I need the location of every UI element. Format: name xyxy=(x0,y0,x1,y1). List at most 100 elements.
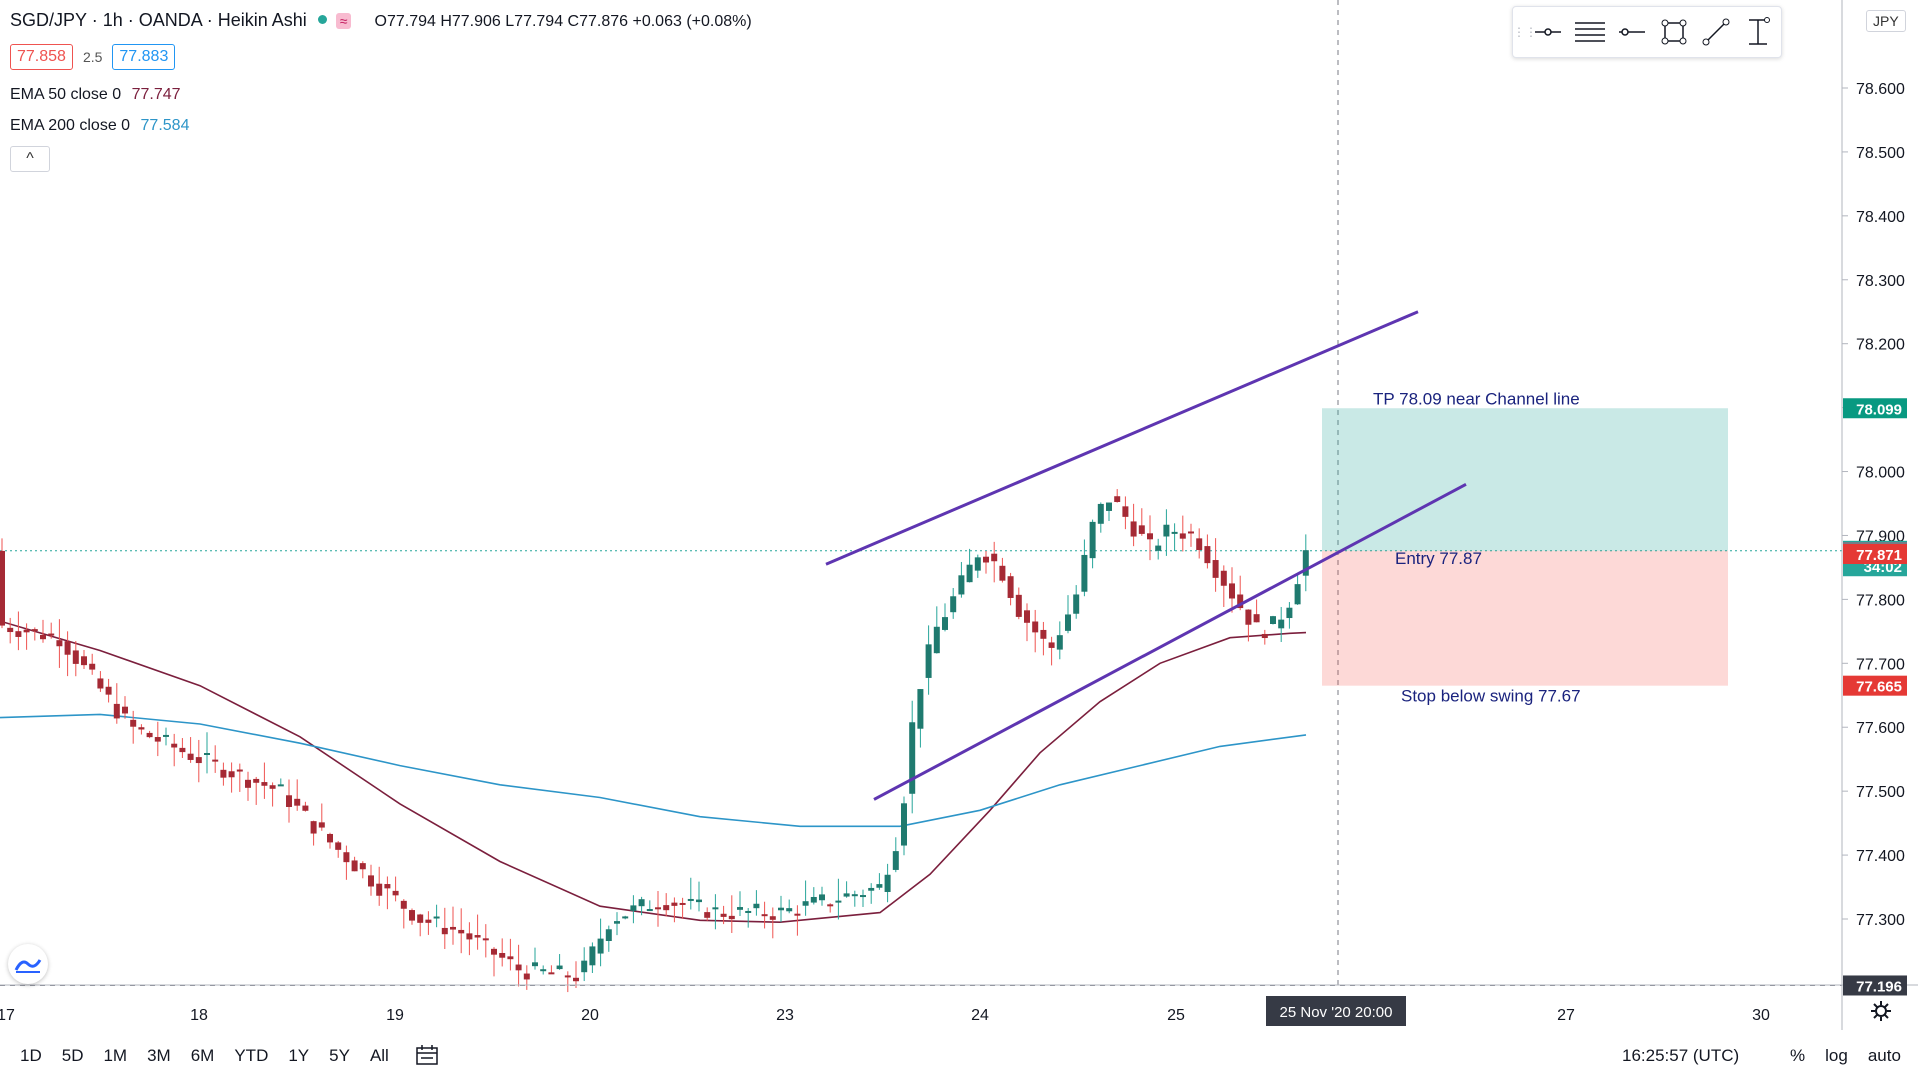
range-5y-button[interactable]: 5Y xyxy=(329,1046,350,1065)
horizontal-line-icon[interactable] xyxy=(1611,12,1653,52)
candle-body xyxy=(728,915,735,920)
candle-body xyxy=(253,778,260,783)
candle-body xyxy=(343,852,350,863)
parallel-channel-icon[interactable] xyxy=(1569,12,1611,52)
price-tag-background xyxy=(1843,975,1907,996)
candle-body xyxy=(950,596,957,613)
range-all-button[interactable]: All xyxy=(369,1046,389,1065)
candle-body xyxy=(778,907,784,911)
time-tick-label: 25 xyxy=(1167,1007,1185,1024)
candle-body xyxy=(474,935,481,938)
candle-body xyxy=(228,771,235,778)
auto-scale-button[interactable]: auto xyxy=(1867,1046,1901,1065)
candle-body xyxy=(1196,538,1203,551)
buy-button[interactable]: 77.883 xyxy=(112,44,176,70)
drag-handle-icon[interactable]: ⋮⋮ xyxy=(1513,25,1537,39)
candle-body xyxy=(523,973,530,980)
candle-body xyxy=(327,833,333,843)
tradingview-logo-icon[interactable] xyxy=(8,944,48,984)
parallel-channel xyxy=(825,310,1467,801)
rectangle-icon[interactable] xyxy=(1653,12,1695,52)
ema200-legend[interactable]: EMA 200 close 0 77.584 xyxy=(10,117,189,135)
candle-body xyxy=(236,769,243,772)
range-1y-button[interactable]: 1Y xyxy=(288,1046,310,1065)
annotations: TP 78.09 near Channel line Entry 77.87 Sto… xyxy=(1373,389,1581,705)
price-tag-background xyxy=(1843,398,1907,419)
candle-body xyxy=(163,734,169,737)
range-6m-button[interactable]: 6M xyxy=(190,1046,215,1065)
sell-button[interactable]: 77.858 xyxy=(10,44,73,70)
candle-body xyxy=(589,946,596,966)
candle-body xyxy=(720,913,727,917)
price-tag: 78.099 xyxy=(1843,398,1907,419)
candle-body xyxy=(851,894,858,897)
candle-body xyxy=(1081,554,1088,592)
horizontal-ray-icon[interactable] xyxy=(1527,12,1569,52)
price-tag-label: 78.099 xyxy=(1856,401,1902,418)
price-tick-label: 78.300 xyxy=(1856,273,1905,290)
stop-loss-zone xyxy=(1322,550,1728,686)
candle-body xyxy=(1147,533,1153,540)
candle-body xyxy=(564,975,571,978)
collapse-legend-button[interactable]: ^ xyxy=(10,146,50,172)
candle-body xyxy=(1245,609,1252,625)
range-3m-button[interactable]: 3M xyxy=(147,1046,171,1065)
utc-clock[interactable]: 16:25:57 (UTC) xyxy=(1622,1046,1740,1065)
candle-body xyxy=(1294,584,1301,605)
candle-body xyxy=(368,875,374,887)
currency-selector[interactable]: JPY xyxy=(1866,10,1906,32)
candle-body xyxy=(7,627,14,633)
range-1d-button[interactable]: 1D xyxy=(20,1046,42,1065)
crosshair-date-label: 25 Nov '20 20:00 xyxy=(1280,1004,1393,1021)
candle-body xyxy=(384,884,391,889)
time-tick-label: 19 xyxy=(386,1007,404,1024)
range-ytd-button[interactable]: YTD xyxy=(234,1046,269,1065)
candle-body xyxy=(1261,633,1268,639)
ema50-value: 77.747 xyxy=(131,86,181,103)
candle-body xyxy=(130,719,137,727)
annotation-label: Entry 77.87 xyxy=(1395,549,1482,568)
price-tick-label: 78.000 xyxy=(1856,465,1905,482)
candle-body xyxy=(827,904,834,907)
scale-options: % log auto xyxy=(1790,1046,1901,1066)
settings-gear-icon[interactable] xyxy=(1870,1000,1892,1027)
candle-body xyxy=(261,782,268,786)
percent-scale-button[interactable]: % xyxy=(1790,1046,1806,1065)
candle-body xyxy=(1229,583,1235,599)
candle-body xyxy=(466,933,473,940)
price-chart[interactable]: TP 78.09 near Channel line Entry 77.87 Sto… xyxy=(0,0,1918,1030)
candle-body xyxy=(40,634,46,640)
candle-body xyxy=(769,916,776,920)
vertical-measure-icon[interactable] xyxy=(1737,12,1779,52)
ema50-legend[interactable]: EMA 50 close 0 77.747 xyxy=(10,86,181,104)
candle-body xyxy=(507,956,514,960)
candle-body xyxy=(409,910,415,921)
take-profit-zone xyxy=(1322,408,1728,551)
candle-body xyxy=(138,727,145,730)
ema200-line xyxy=(0,713,1307,828)
trend-line-icon[interactable] xyxy=(1695,12,1737,52)
goto-date-icon[interactable] xyxy=(414,1044,440,1071)
price-tick-label: 78.600 xyxy=(1856,81,1905,98)
candle-body xyxy=(1171,531,1178,534)
range-buttons: 1D 5D 1M 3M 6M YTD 1Y 5Y All xyxy=(20,1046,389,1066)
candle-body xyxy=(1253,614,1260,623)
price-tag-label: 77.196 xyxy=(1856,978,1902,995)
symbol-title[interactable]: SGD/JPY · 1h · OANDA · Heikin Ashi xyxy=(10,10,307,30)
candles xyxy=(0,489,1309,993)
candle-body xyxy=(1106,502,1112,511)
candle-body xyxy=(310,821,317,834)
candle-body xyxy=(458,929,465,934)
range-1m-button[interactable]: 1M xyxy=(103,1046,128,1065)
candle-body xyxy=(15,631,22,637)
range-5d-button[interactable]: 5D xyxy=(61,1046,84,1065)
log-scale-button[interactable]: log xyxy=(1825,1046,1848,1065)
ema50-label: EMA 50 close 0 xyxy=(10,86,122,103)
price-tag-label: 77.871 xyxy=(1856,547,1902,564)
price-tag: 77.196 xyxy=(1843,975,1907,996)
candle-body xyxy=(1007,576,1014,598)
candle-body xyxy=(737,907,743,910)
price-axis: 78.60078.50078.40078.30078.20078.10078.0… xyxy=(0,0,1918,1030)
indicator-toggle-icon[interactable]: ≈ xyxy=(335,13,352,29)
price-tag: 77.871 xyxy=(1843,543,1907,564)
